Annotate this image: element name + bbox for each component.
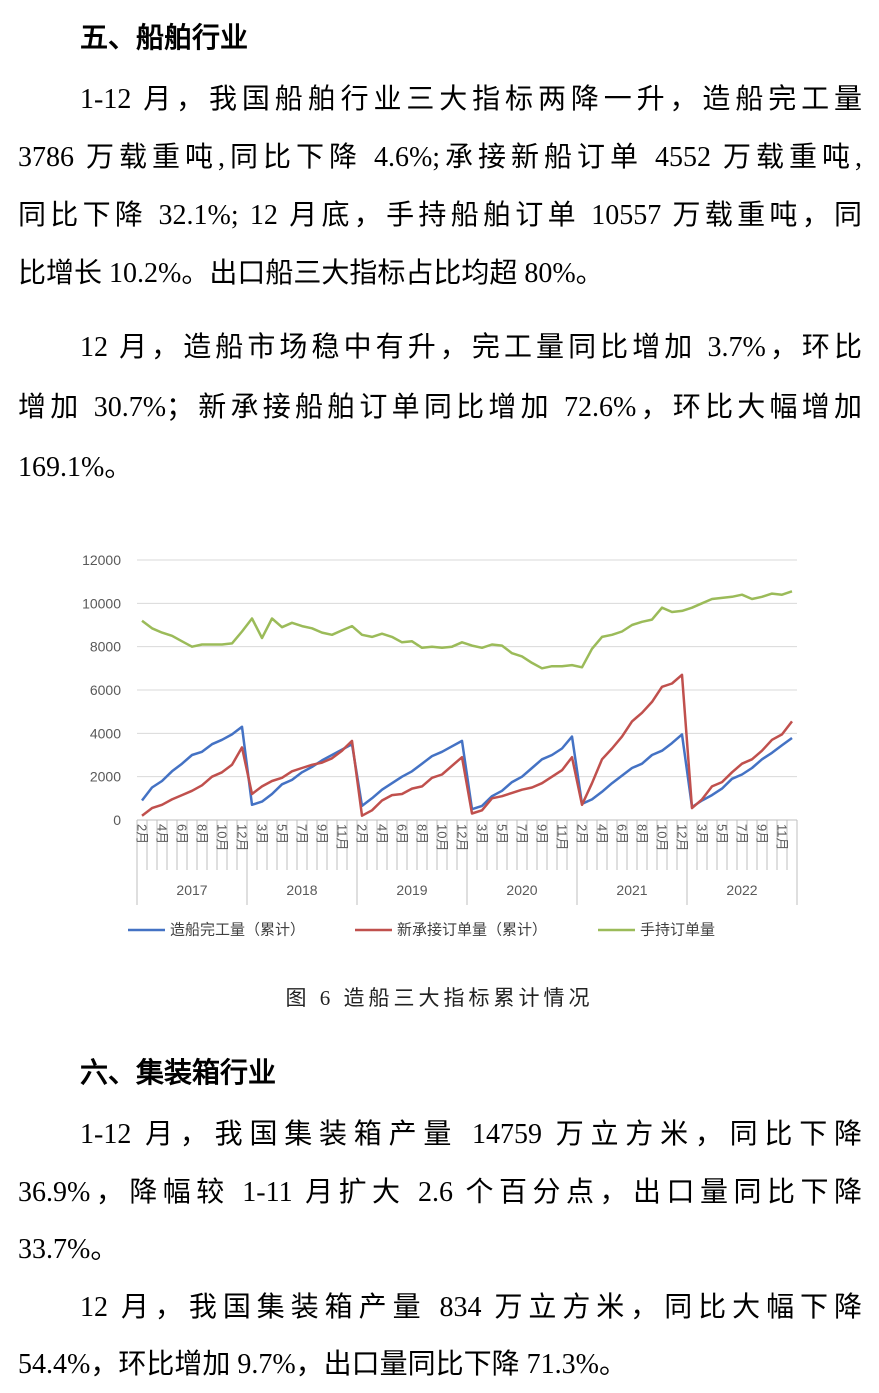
x-tick-label: 8月 xyxy=(195,824,210,844)
x-tick-label: 10月 xyxy=(435,824,450,851)
paragraph-line: 169.1%。 xyxy=(18,452,133,483)
x-tick-label: 2月 xyxy=(355,824,370,844)
x-tick-label: 5月 xyxy=(495,824,510,844)
x-tick-label: 7月 xyxy=(735,824,750,844)
paragraph-line: 54.4%，环比增加 9.7%，出口量同比下降 71.3%。 xyxy=(18,1349,627,1380)
x-tick-label: 11月 xyxy=(555,824,570,851)
x-tick-label: 4月 xyxy=(375,824,390,844)
paragraph-line: 同比下降 32.1%; 12 月底，手持船舶订单 10557 万载重吨，同 xyxy=(18,200,862,231)
series-line-completions xyxy=(141,725,793,811)
x-group-year-label: 2017 xyxy=(176,882,207,898)
x-tick-label: 8月 xyxy=(415,824,430,844)
paragraph-line: 增加 30.7%；新承接船舶订单同比增加 72.6%，环比大幅增加 xyxy=(18,392,862,423)
x-group-year-label: 2020 xyxy=(506,882,537,898)
x-tick-label: 9月 xyxy=(535,824,550,844)
x-tick-label: 3月 xyxy=(695,824,710,844)
y-tick-label: 6000 xyxy=(90,682,121,698)
x-tick-label: 12月 xyxy=(455,824,470,851)
paragraph-line: 3786 万载重吨,同比下降 4.6%;承接新船订单 4552 万载重吨, xyxy=(18,142,862,173)
x-tick-label: 6月 xyxy=(175,824,190,844)
x-tick-label: 5月 xyxy=(275,824,290,844)
x-tick-label: 10月 xyxy=(655,824,670,851)
x-group-year-label: 2021 xyxy=(616,882,647,898)
x-group-year-label: 2018 xyxy=(286,882,317,898)
x-tick-label: 4月 xyxy=(155,824,170,844)
x-group-year-label: 2022 xyxy=(726,882,757,898)
series-line-orderbook xyxy=(141,590,793,670)
x-tick-label: 11月 xyxy=(775,824,790,851)
x-tick-label: 7月 xyxy=(515,824,530,844)
paragraph-line: 1-12 月，我国集装箱产量 14759 万立方米，同比下降 xyxy=(80,1119,862,1150)
x-tick-label: 2月 xyxy=(135,824,150,844)
x-tick-label: 9月 xyxy=(755,824,770,844)
series-line-new-orders xyxy=(141,673,793,817)
x-tick-label: 9月 xyxy=(315,824,330,844)
x-group-year-label: 2019 xyxy=(396,882,427,898)
paragraph-line: 36.9%，降幅较 1-11 月扩大 2.6 个百分点，出口量同比下降 xyxy=(18,1177,862,1208)
y-tick-label: 10000 xyxy=(82,595,121,611)
y-tick-label: 12000 xyxy=(82,552,121,568)
x-tick-label: 8月 xyxy=(635,824,650,844)
y-tick-label: 2000 xyxy=(90,769,121,785)
legend-label: 手持订单量 xyxy=(640,922,715,939)
x-tick-label: 12月 xyxy=(235,824,250,851)
section-heading-containers: 六、集装箱行业 xyxy=(80,1056,277,1089)
x-tick-label: 7月 xyxy=(295,824,310,844)
x-tick-label: 4月 xyxy=(595,824,610,844)
figure-caption: 图 6 造船三大指标累计情况 xyxy=(285,986,594,1010)
x-tick-label: 11月 xyxy=(335,824,350,851)
x-tick-label: 3月 xyxy=(475,824,490,844)
y-tick-label: 0 xyxy=(113,812,121,828)
x-tick-label: 6月 xyxy=(395,824,410,844)
legend-label: 造船完工量（累计） xyxy=(170,922,305,939)
x-tick-label: 2月 xyxy=(575,824,590,844)
paragraph-line: 12 月，我国集装箱产量 834 万立方米，同比大幅下降 xyxy=(80,1292,862,1323)
paragraph-line: 12 月，造船市场稳中有升，完工量同比增加 3.7%，环比 xyxy=(80,332,862,363)
paragraph-line: 33.7%。 xyxy=(18,1234,119,1265)
x-tick-label: 10月 xyxy=(215,824,230,851)
paragraph-line: 1-12 月，我国船舶行业三大指标两降一升，造船完工量 xyxy=(80,84,862,115)
legend-label: 新承接订单量（累计） xyxy=(397,922,547,939)
section-heading-shipbuilding: 五、船舶行业 xyxy=(80,21,249,54)
x-tick-label: 12月 xyxy=(675,824,690,851)
x-tick-label: 3月 xyxy=(255,824,270,844)
x-tick-label: 6月 xyxy=(615,824,630,844)
paragraph-line: 比增长 10.2%。出口船三大指标占比均超 80%。 xyxy=(18,258,604,289)
x-tick-label: 5月 xyxy=(715,824,730,844)
y-tick-label: 8000 xyxy=(90,639,121,655)
y-tick-label: 4000 xyxy=(90,725,121,741)
